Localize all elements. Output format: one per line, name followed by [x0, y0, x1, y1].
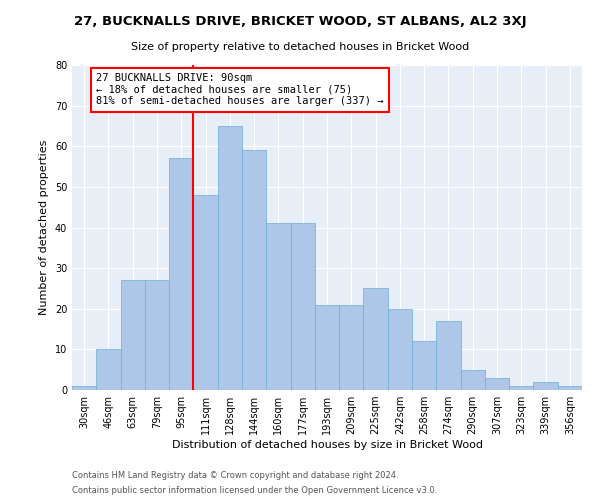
Bar [242, 150, 266, 390]
Bar [72, 386, 96, 390]
Bar [121, 280, 145, 390]
Y-axis label: Number of detached properties: Number of detached properties [39, 140, 49, 315]
Bar [461, 370, 485, 390]
Text: Size of property relative to detached houses in Bricket Wood: Size of property relative to detached ho… [131, 42, 469, 52]
Bar [485, 378, 509, 390]
Bar [509, 386, 533, 390]
Bar [558, 386, 582, 390]
Bar [169, 158, 193, 390]
Text: Contains public sector information licensed under the Open Government Licence v3: Contains public sector information licen… [72, 486, 437, 495]
Bar [193, 195, 218, 390]
Bar [290, 224, 315, 390]
Bar [388, 308, 412, 390]
Text: 27 BUCKNALLS DRIVE: 90sqm
← 18% of detached houses are smaller (75)
81% of semi-: 27 BUCKNALLS DRIVE: 90sqm ← 18% of detac… [96, 73, 384, 106]
Text: 27, BUCKNALLS DRIVE, BRICKET WOOD, ST ALBANS, AL2 3XJ: 27, BUCKNALLS DRIVE, BRICKET WOOD, ST AL… [74, 15, 526, 28]
Text: Contains HM Land Registry data © Crown copyright and database right 2024.: Contains HM Land Registry data © Crown c… [72, 471, 398, 480]
Bar [339, 304, 364, 390]
Bar [364, 288, 388, 390]
Bar [436, 321, 461, 390]
Bar [96, 350, 121, 390]
Bar [315, 304, 339, 390]
Bar [412, 341, 436, 390]
X-axis label: Distribution of detached houses by size in Bricket Wood: Distribution of detached houses by size … [172, 440, 482, 450]
Bar [218, 126, 242, 390]
Bar [533, 382, 558, 390]
Bar [145, 280, 169, 390]
Bar [266, 224, 290, 390]
